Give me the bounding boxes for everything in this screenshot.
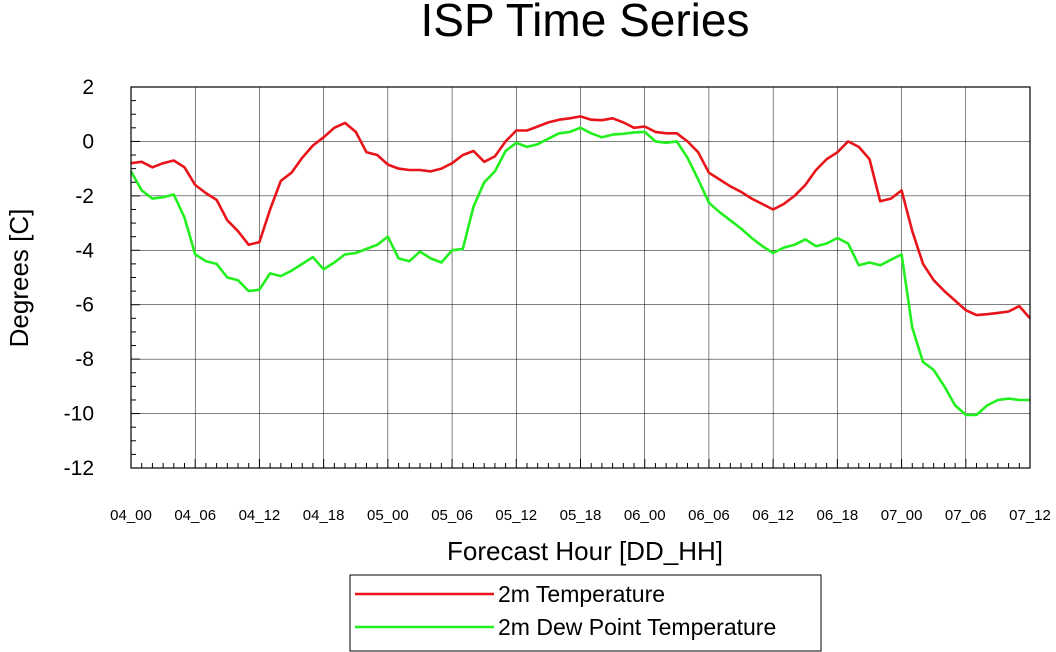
y-axis-label: Degrees [C] <box>4 209 34 348</box>
x-axis-label: Forecast Hour [DD_HH] <box>447 536 723 566</box>
x-tick-label: 05_18 <box>560 507 602 524</box>
y-tick-label: -10 <box>64 403 94 426</box>
y-tick-label: -8 <box>75 348 94 371</box>
series-line-dew-point <box>129 126 1030 417</box>
legend-label-temperature: 2m Temperature <box>498 581 665 607</box>
x-tick-label: 06_18 <box>816 507 858 524</box>
y-tick-label: -2 <box>75 185 94 208</box>
x-tick-label: 04_06 <box>174 507 216 524</box>
x-tick-label: 07_06 <box>945 507 987 524</box>
y-tick-label: 2 <box>82 76 94 99</box>
series-lines <box>129 115 1031 417</box>
x-tick-label: 07_12 <box>1009 507 1051 524</box>
x-tick-label: 06_12 <box>752 507 794 524</box>
x-tick-label: 06_00 <box>624 507 666 524</box>
legend-label-dew-point: 2m Dew Point Temperature <box>498 614 776 640</box>
chart-title: ISP Time Series <box>421 0 750 46</box>
x-tick-label: 04_12 <box>239 507 281 524</box>
legend-box <box>349 574 822 652</box>
y-tick-label: -12 <box>64 457 94 480</box>
x-tick-label: 06_06 <box>688 507 730 524</box>
axis-ticks: 2 0 -2 -4 -6 -8 -10 -12 04_00 04_06 04_12 04_18 05_0… <box>64 76 1051 524</box>
x-tick-label: 05_06 <box>431 507 473 524</box>
y-tick-label: -6 <box>75 294 94 317</box>
legend: 2m Temperature 2m Dew Point Temperature <box>349 574 822 652</box>
grid <box>130 86 1031 469</box>
x-tick-label: 07_00 <box>881 507 923 524</box>
y-tick-label: -4 <box>75 239 94 262</box>
x-tick-label: 04_00 <box>110 507 152 524</box>
x-tick-label: 04_18 <box>303 507 345 524</box>
series-line-temperature <box>130 115 1031 320</box>
y-tick-label: 0 <box>82 130 94 153</box>
x-tick-label: 05_12 <box>495 507 537 524</box>
x-tick-label: 05_00 <box>367 507 409 524</box>
